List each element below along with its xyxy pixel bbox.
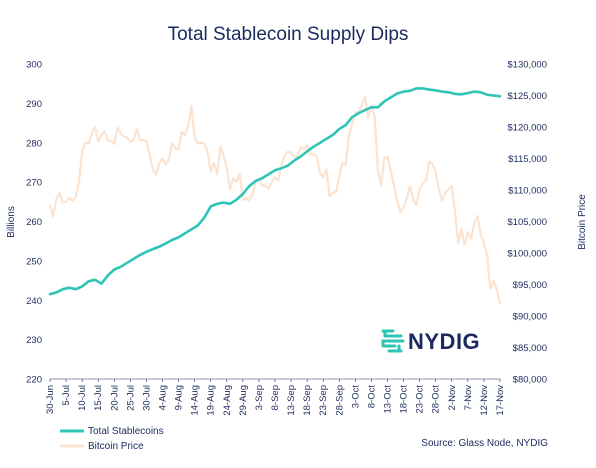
x-tick-label: 7-Nov <box>463 385 474 411</box>
x-tick-label: 13-Oct <box>383 385 394 414</box>
y-right-tick-label: $90,000 <box>513 312 547 323</box>
y-right-tick-label: $115,000 <box>508 154 547 165</box>
legend-label-bitcoin-price: Bitcoin Price <box>88 441 144 452</box>
x-tick-label: 25-Jul <box>125 385 136 411</box>
y-left-tick-label: 280 <box>26 138 42 149</box>
y-left-tick-label: 260 <box>26 217 42 228</box>
x-tick-label: 29-Aug <box>238 385 249 416</box>
y-left-tick-label: 220 <box>26 375 42 386</box>
source-note: Source: Glass Node, NYDIG <box>421 438 548 449</box>
chart-title: Total Stablecoin Supply Dips <box>168 24 409 45</box>
x-tick-label: 18-Sep <box>302 385 313 416</box>
x-tick-label: 13-Sep <box>286 385 297 416</box>
x-tick-label: 5-Jul <box>61 385 72 406</box>
x-tick-label: 30-Jun <box>45 385 56 414</box>
x-tick-label: 28-Sep <box>334 385 345 416</box>
legend-label-total-stablecoins: Total Stablecoins <box>88 426 164 437</box>
x-tick-label: 14-Aug <box>190 385 201 416</box>
x-tick-label: 15-Jul <box>93 385 104 411</box>
y-right-axis: $80,000 $85,000 $90,000 $95,000 $100,000 $105… <box>507 60 547 386</box>
y-right-tick-label: $100,000 <box>507 249 547 260</box>
x-tick-label: 18-Oct <box>399 385 410 414</box>
y-left-axis-title: Billions <box>6 206 17 238</box>
nydig-logo-icon <box>381 329 405 353</box>
x-tick-label: 8-Sep <box>270 385 281 410</box>
y-right-tick-label: $80,000 <box>513 375 547 386</box>
series-line-bitcoin-price <box>48 95 502 304</box>
y-left-tick-label: 270 <box>26 178 42 189</box>
series-line-total-stablecoins <box>48 87 502 296</box>
y-right-tick-label: $105,000 <box>507 217 547 228</box>
x-tick-label: 28-Oct <box>431 385 442 414</box>
x-tick-label: 30-Jul <box>141 385 152 411</box>
y-right-tick-label: $125,000 <box>507 91 547 102</box>
x-axis: 30-Jun 5-Jul 10-Jul 15-Jul 20-Jul 25-Jul 30-Ju… <box>45 379 506 416</box>
series-layer <box>48 87 502 304</box>
x-tick-label: 19-Aug <box>206 385 217 416</box>
x-tick-label: 4-Aug <box>158 385 169 410</box>
x-tick-label: 3-Oct <box>350 385 361 409</box>
y-left-tick-label: 250 <box>26 256 42 267</box>
y-right-tick-label: $110,000 <box>508 186 547 197</box>
x-tick-label: 24-Aug <box>222 385 233 416</box>
x-tick-label: 8-Oct <box>366 385 377 409</box>
y-left-tick-label: 290 <box>26 99 42 110</box>
y-left-tick-label: 230 <box>26 335 42 346</box>
x-tick-label: 12-Nov <box>479 385 490 416</box>
legend: Total Stablecoins Bitcoin Price <box>60 426 164 452</box>
y-right-tick-label: $120,000 <box>507 123 547 134</box>
x-tick-label: 9-Aug <box>174 385 185 410</box>
x-tick-label: 20-Jul <box>109 385 120 411</box>
nydig-logo: NYDIG <box>381 329 480 354</box>
nydig-logo-text: NYDIG <box>408 329 480 354</box>
x-tick-label: 2-Nov <box>447 385 458 411</box>
y-right-tick-label: $95,000 <box>513 280 547 291</box>
y-right-tick-label: $130,000 <box>507 60 547 71</box>
x-tick-label: 23-Oct <box>415 385 426 414</box>
y-left-tick-label: 240 <box>26 296 42 307</box>
x-tick-label: 17-Nov <box>495 385 506 416</box>
x-tick-label: 3-Sep <box>254 385 265 410</box>
y-left-tick-label: 300 <box>26 60 42 71</box>
x-tick-label: 10-Jul <box>77 385 88 411</box>
x-tick-label: 23-Sep <box>318 385 329 416</box>
y-right-axis-title: Bitcoin Price <box>577 194 588 250</box>
y-right-tick-label: $85,000 <box>513 343 547 354</box>
y-left-axis: 220 230 240 250 260 270 280 290 300 <box>26 60 42 386</box>
